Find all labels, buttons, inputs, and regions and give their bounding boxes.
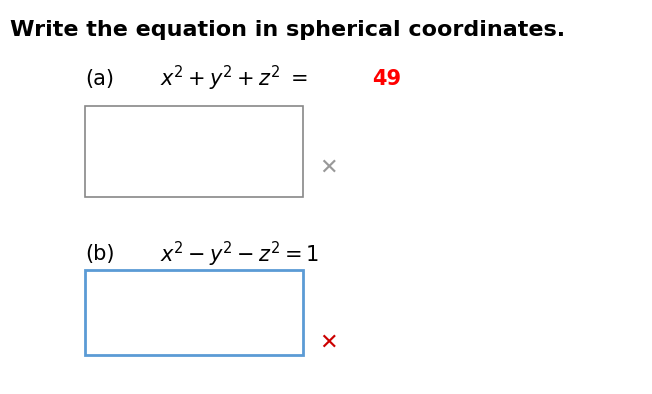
Text: 49: 49 xyxy=(372,69,401,89)
Text: ✕: ✕ xyxy=(319,158,338,177)
Bar xyxy=(85,106,303,197)
Text: ✕: ✕ xyxy=(319,333,338,353)
Text: (b): (b) xyxy=(85,244,114,264)
Text: $x^2 + y^2 + z^2\ =\ $: $x^2 + y^2 + z^2\ =\ $ xyxy=(160,64,308,93)
Bar xyxy=(85,270,303,355)
Text: (a): (a) xyxy=(85,69,113,89)
Text: $x^2 - y^2 - z^2 = 1$: $x^2 - y^2 - z^2 = 1$ xyxy=(160,240,319,269)
Text: Write the equation in spherical coordinates.: Write the equation in spherical coordina… xyxy=(10,20,565,40)
